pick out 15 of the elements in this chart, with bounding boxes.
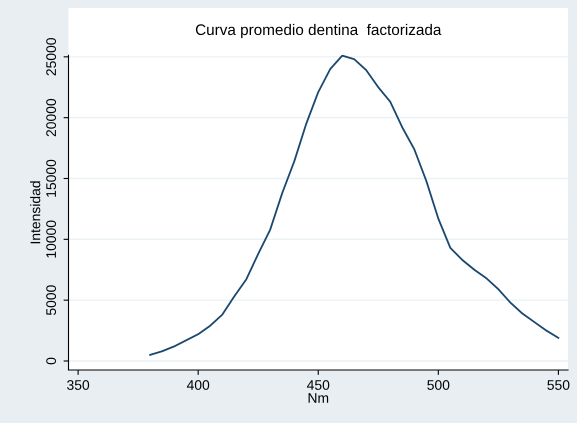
y-tick-label: 20000 xyxy=(46,98,56,136)
chart-title: Curva promedio dentina factorizada xyxy=(196,24,442,38)
y-tick-label: 5000 xyxy=(46,285,56,316)
x-axis-title: Nm xyxy=(308,393,328,403)
x-tick-label: 350 xyxy=(67,380,90,390)
y-tick-label: 15000 xyxy=(46,160,56,197)
x-tick-label: 450 xyxy=(306,380,330,390)
x-tick-label: 400 xyxy=(186,380,210,390)
line-series xyxy=(149,55,560,356)
y-tick-label: 10000 xyxy=(46,220,56,258)
x-tick-label: 500 xyxy=(427,380,450,390)
x-tick-label: 550 xyxy=(547,380,570,390)
y-axis-title: Intensidad xyxy=(30,181,40,244)
y-tick-label: 25000 xyxy=(46,38,56,76)
y-tick-label: 0 xyxy=(46,358,56,364)
